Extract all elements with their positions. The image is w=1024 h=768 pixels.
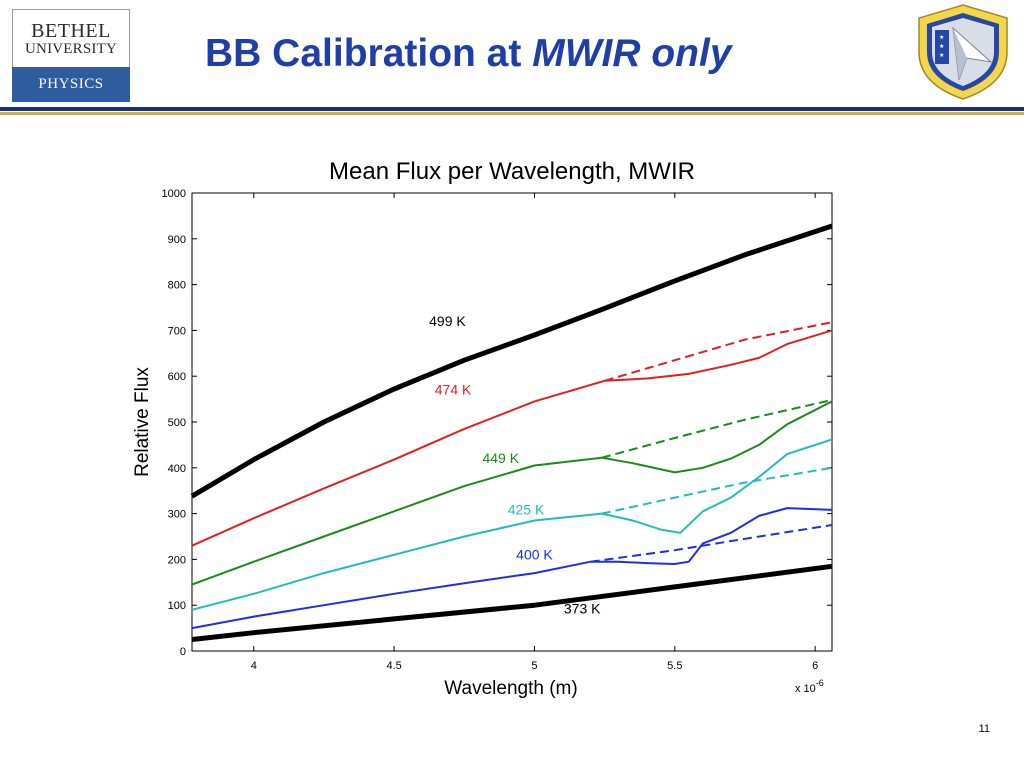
series-line-373-k: [191, 563, 833, 642]
logo-line-university: UNIVERSITY: [25, 40, 117, 57]
y-axis-label: Relative Flux: [132, 367, 153, 477]
x-axis-label: Wavelength (m): [444, 678, 577, 699]
series-annotation-label: 373 K: [564, 600, 601, 616]
x-tick-label: 5.5: [667, 660, 682, 672]
logo-line-bethel: BETHEL: [31, 19, 111, 42]
chart-title: Mean Flux per Wavelength, MWIR: [329, 158, 695, 185]
y-tick-label: 400: [168, 463, 186, 475]
y-tick-label: 300: [168, 509, 186, 521]
series-annotation-label: 474 K: [435, 382, 472, 398]
header-rule-blue: [0, 107, 1024, 111]
afrl-seal-logo: ★ ★ ★: [918, 4, 1008, 100]
slide-title-main: BB Calibration at: [205, 32, 533, 75]
series-line-400-k-model: [590, 524, 833, 563]
plot-area-frame: [191, 192, 833, 652]
svg-text:★: ★: [939, 34, 944, 41]
series-annotation-label: 400 K: [516, 546, 553, 562]
bethel-university-logo: BETHEL UNIVERSITY PHYSICS: [12, 9, 130, 102]
x-tick-label: 6: [812, 660, 818, 672]
slide-title: BB Calibration at MWIR only: [205, 32, 732, 76]
series-annotation-label: 425 K: [508, 502, 545, 518]
series-line-425-k-model: [601, 466, 833, 515]
slide-title-italic: MWIR only: [532, 32, 732, 75]
series-annotation-label: 449 K: [482, 450, 519, 466]
x-axis-multiplier: x 10-6: [795, 678, 824, 695]
page-number: 11: [978, 723, 990, 735]
series-annotation-label: 499 K: [429, 313, 466, 329]
logo-wordmark: BETHEL UNIVERSITY: [12, 9, 130, 67]
x-tick-label: 4.5: [386, 660, 401, 672]
logo-physics-band: PHYSICS: [12, 67, 130, 102]
series-line-499-k: [190, 223, 833, 499]
y-tick-label: 700: [168, 325, 186, 337]
series-line-474-k-model: [604, 321, 833, 382]
svg-text:★: ★: [939, 43, 944, 50]
y-tick-label: 500: [168, 417, 186, 429]
svg-text:★: ★: [939, 52, 944, 59]
series-line-425-k: [191, 438, 833, 611]
x-axis-multiplier-base: x 10: [795, 683, 816, 695]
y-tick-label: 0: [180, 646, 186, 658]
y-tick-label: 200: [168, 554, 186, 566]
y-tick-label: 800: [168, 280, 186, 292]
x-tick-label: 4: [251, 660, 257, 672]
y-tick-label: 1000: [162, 188, 186, 200]
x-axis-multiplier-exponent: -6: [816, 678, 824, 688]
header-rule-gold: [0, 112, 1024, 115]
series-line-400-k: [191, 507, 833, 630]
x-tick-label: 5: [531, 660, 537, 672]
y-tick-label: 600: [168, 371, 186, 383]
y-tick-label: 100: [168, 600, 186, 612]
y-tick-label: 900: [168, 234, 186, 246]
series-line-449-k: [191, 400, 833, 586]
